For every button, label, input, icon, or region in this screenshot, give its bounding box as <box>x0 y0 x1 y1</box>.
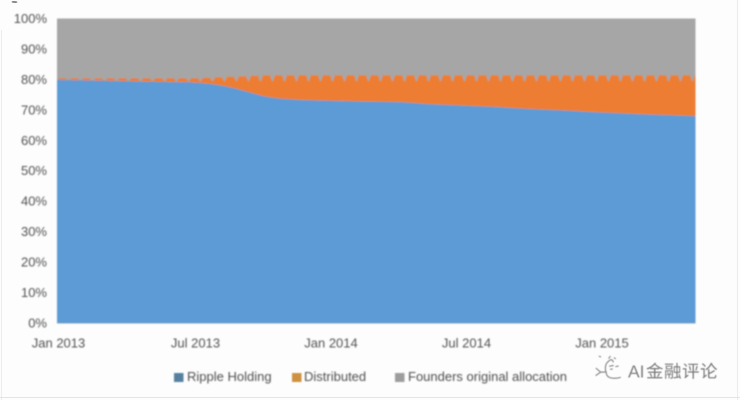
svg-text:20%: 20% <box>21 255 47 270</box>
svg-text:0%: 0% <box>28 316 47 331</box>
svg-text:Jan 2014: Jan 2014 <box>304 336 358 351</box>
svg-text:50%: 50% <box>21 163 47 178</box>
svg-text:Ripple Holding: Ripple Holding <box>187 369 272 384</box>
svg-text:Jan 2015: Jan 2015 <box>575 336 629 351</box>
svg-text:60%: 60% <box>21 133 47 148</box>
svg-text:Founders original allocation: Founders original allocation <box>408 369 567 384</box>
svg-text:AI: AI <box>628 362 645 382</box>
svg-text:10%: 10% <box>21 285 47 300</box>
svg-text:70%: 70% <box>21 102 47 117</box>
svg-text:Distributed: Distributed <box>304 369 366 384</box>
svg-text:40%: 40% <box>21 194 47 209</box>
svg-text:80%: 80% <box>21 72 47 87</box>
svg-text:Jul 2013: Jul 2013 <box>171 336 220 351</box>
svg-text:90%: 90% <box>21 41 47 56</box>
svg-text:100%: 100% <box>14 11 48 26</box>
svg-text:30%: 30% <box>21 224 47 239</box>
svg-text:Jan 2013: Jan 2013 <box>32 336 86 351</box>
svg-text:Jul 2014: Jul 2014 <box>442 336 491 351</box>
